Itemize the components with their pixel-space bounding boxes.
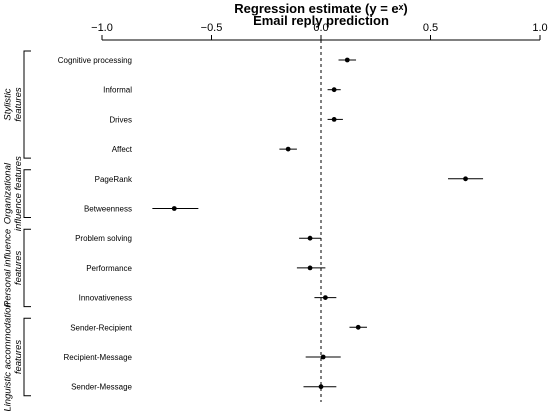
feature-label: Betweenness <box>84 205 132 214</box>
feature-row: Sender-Recipient <box>70 323 367 332</box>
group-label: Organizational <box>2 162 13 224</box>
estimate-point <box>331 87 337 93</box>
feature-row: Sender-Message <box>71 383 337 392</box>
group-bracket <box>23 317 31 397</box>
feature-label: Affect <box>112 145 133 154</box>
feature-row: Performance <box>86 264 326 273</box>
x-tick-label: −0.5 <box>201 22 223 34</box>
group-label: Personal influence <box>2 229 13 307</box>
feature-row: Recipient-Message <box>64 353 341 362</box>
feature-row: Innovativeness <box>79 294 337 303</box>
group-label: Stylistic <box>2 88 13 120</box>
feature-label: Sender-Message <box>71 383 132 392</box>
feature-group: Personal influence features <box>2 228 31 308</box>
group-label: features <box>13 340 24 375</box>
group-bracket <box>23 169 31 218</box>
group-label: features <box>13 87 24 122</box>
feature-row: PageRank <box>95 175 484 184</box>
group-label: influence features <box>13 156 24 231</box>
feature-label: Performance <box>86 264 132 273</box>
estimate-point <box>171 206 177 211</box>
feature-label: Drives <box>109 115 132 124</box>
feature-group: Stylistic features <box>2 50 31 159</box>
estimate-point <box>355 324 361 330</box>
feature-row: Affect <box>112 145 297 154</box>
estimate-point <box>318 384 324 390</box>
x-tick-label: 1.0 <box>532 22 547 34</box>
group-label: Linguistic accommodation <box>2 302 13 411</box>
chart-subtitle: Email reply prediction <box>253 13 389 28</box>
estimate-point <box>344 57 350 63</box>
estimate-point <box>307 265 313 271</box>
x-tick-label: 0.0 <box>313 22 328 34</box>
feature-label: PageRank <box>95 175 133 184</box>
estimate-point <box>320 354 326 360</box>
feature-row: Problem solving <box>75 234 321 243</box>
x-axis: −1.0 −0.5 0.0 0.5 1.0 <box>91 22 548 402</box>
estimate-point <box>285 146 291 152</box>
feature-label: Sender-Recipient <box>70 323 133 332</box>
feature-label: Recipient-Message <box>64 353 133 362</box>
estimate-point <box>307 235 313 241</box>
feature-row: Drives <box>109 115 343 124</box>
feature-label: Problem solving <box>75 234 132 243</box>
feature-row: Informal <box>103 86 341 95</box>
x-tick-label: 0.5 <box>423 22 438 34</box>
x-tick-label: −1.0 <box>91 22 113 34</box>
feature-row: Cognitive processing <box>58 56 357 65</box>
feature-label: Cognitive processing <box>58 56 132 65</box>
group-label: features <box>13 250 24 285</box>
group-bracket <box>23 50 31 159</box>
feature-group: Linguistic accommodation features <box>2 302 31 411</box>
group-bracket <box>23 228 31 308</box>
chart-title: Regression estimate (y = eˣ) <box>234 1 407 16</box>
feature-row: Betweenness <box>84 205 199 214</box>
feature-rows: Cognitive processing Informal Drives Affect… <box>58 56 484 392</box>
feature-label: Innovativeness <box>79 294 132 303</box>
estimate-point <box>322 295 328 300</box>
feature-group: Organizational influence features <box>2 156 31 231</box>
feature-label: Informal <box>103 86 132 95</box>
estimate-point <box>463 176 468 182</box>
estimate-point <box>331 117 337 122</box>
